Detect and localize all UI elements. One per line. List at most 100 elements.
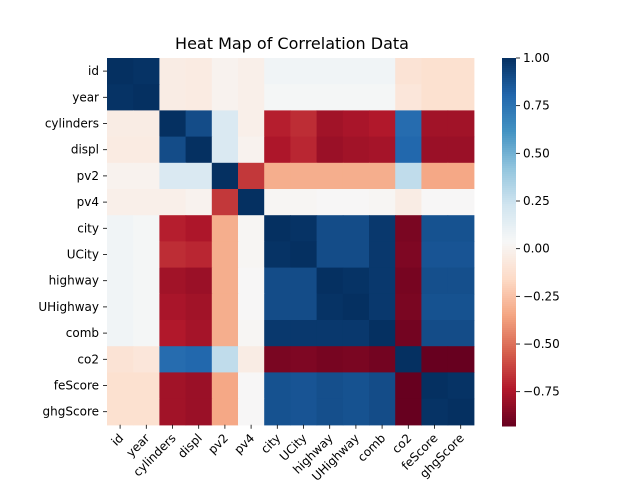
heatmap-cell-feScore-cylinders [159, 372, 187, 400]
colorbar-band [502, 290, 516, 293]
colorbar-band [502, 168, 516, 171]
colorbar-band [502, 170, 516, 173]
colorbar-band [502, 112, 516, 115]
heatmap-cell-feScore-year [133, 372, 160, 400]
heatmap-cell-id-comb [369, 58, 396, 85]
heatmap-cell-pv4-highway [316, 189, 344, 216]
colorbar-band [502, 58, 516, 61]
heatmap-cell-cylinders-pv4 [238, 110, 265, 138]
heatmap-cell-feScore-pv2 [211, 372, 239, 400]
colorbar-band [502, 320, 516, 323]
heatmap-cell-pv4-co2 [395, 189, 422, 216]
colorbar-band [502, 124, 516, 127]
colorbar-band [502, 198, 516, 201]
colorbar-band [502, 230, 516, 233]
row-label: displ [71, 143, 99, 157]
heatmap-cell-co2-UCity [290, 346, 318, 373]
heatmap-cell-comb-ghgScore [447, 320, 475, 347]
colorbar-band [502, 182, 516, 185]
colorbar-band [502, 122, 516, 125]
heatmap-cell-ghgScore-pv4 [238, 398, 265, 426]
heatmap-cell-year-UCity [290, 84, 318, 111]
heatmap-cell-cylinders-cylinders [159, 110, 187, 138]
row-label: comb [66, 326, 99, 340]
heatmap-cell-pv4-UCity [290, 189, 318, 216]
colorbar-band [502, 204, 516, 207]
heatmap-cell-comb-pv2 [211, 320, 239, 347]
heatmap-cell-displ-co2 [395, 136, 422, 164]
colorbar-band [502, 226, 516, 229]
heatmap-cell-comb-displ [185, 320, 213, 347]
colorbar-band [502, 268, 516, 271]
heatmap-cell-UHighway-feScore [421, 293, 449, 321]
heatmap-cell-year-city [264, 84, 291, 111]
colorbar-band [502, 210, 516, 213]
heatmap-cell-UHighway-cylinders [159, 293, 187, 321]
heatmap-cell-ghgScore-year [133, 398, 160, 426]
heatmap-cell-city-pv4 [238, 215, 265, 242]
colorbar-tick-label: 0.00 [523, 242, 550, 256]
row-label: city [77, 221, 99, 235]
colorbar-band [502, 108, 516, 111]
colorbar-band [502, 80, 516, 83]
colorbar-band [502, 62, 516, 65]
colorbar-band [502, 194, 516, 197]
heatmap-cell-cylinders-displ [185, 110, 213, 138]
heatmap-cell-id-id [107, 58, 134, 85]
colorbar-band [502, 326, 516, 329]
heatmap-cell-year-cylinders [159, 84, 187, 111]
heatmap-cell-feScore-co2 [395, 372, 422, 400]
colorbar-band [502, 224, 516, 227]
heatmap-cell-highway-pv4 [238, 267, 265, 295]
heatmap-cell-id-highway [316, 58, 344, 85]
colorbar-band [502, 384, 516, 387]
heatmap-cell-UCity-year [133, 241, 160, 269]
colorbar-band [502, 314, 516, 317]
row-labels: id year cylinders displ pv2 pv4 city UCity highw… [38, 64, 107, 419]
colorbar-band [502, 82, 516, 85]
heatmap-cell-pv4-comb [369, 189, 396, 216]
colorbar-band [502, 288, 516, 291]
colorbar-band [502, 232, 516, 235]
colorbar-band [502, 304, 516, 307]
colorbar-band [502, 156, 516, 159]
colorbar-band [502, 324, 516, 327]
colorbar-band [502, 386, 516, 389]
colorbar-tick-label: −0.75 [523, 385, 560, 399]
colorbar-band [502, 340, 516, 343]
colorbar-band [502, 106, 516, 109]
colorbar-band [502, 274, 516, 277]
heatmap-cell-ghgScore-ghgScore [447, 398, 475, 426]
colorbar-band [502, 420, 516, 423]
heatmap-cell-UCity-comb [369, 241, 396, 269]
colorbar-band [502, 66, 516, 69]
heatmap-cell-id-feScore [421, 58, 449, 85]
colorbar: 1.00 0.75 0.50 0.25 0.00 −0.25 −0.50 −0.75 [502, 51, 560, 427]
heatmap-cell-UCity-UHighway [342, 241, 370, 269]
heatmap-cell-highway-cylinders [159, 267, 187, 295]
row-label: co2 [77, 352, 99, 366]
colorbar-band [502, 246, 516, 249]
colorbar-band [502, 78, 516, 81]
colorbar-tick-label: 0.25 [523, 194, 550, 208]
colorbar-band [502, 264, 516, 267]
heatmap-cell-UHighway-ghgScore [447, 293, 475, 321]
column-label: displ [175, 431, 205, 461]
colorbar-band [502, 222, 516, 225]
colorbar-band [502, 330, 516, 333]
heatmap-cell-pv4-pv2 [211, 189, 239, 216]
colorbar-band [502, 308, 516, 311]
heatmap-cell-pv2-year [133, 162, 160, 190]
heatmap-cell-highway-id [107, 267, 134, 295]
colorbar-band [502, 126, 516, 129]
row-label: UHighway [38, 300, 99, 314]
colorbar-band [502, 148, 516, 151]
colorbar-band [502, 310, 516, 313]
colorbar-band [502, 142, 516, 145]
heatmap-cell-highway-comb [369, 267, 396, 295]
heatmap-cell-pv4-displ [185, 189, 213, 216]
heatmap-cell-id-co2 [395, 58, 422, 85]
colorbar-band [502, 196, 516, 199]
heatmap-cell-pv2-feScore [421, 162, 449, 190]
